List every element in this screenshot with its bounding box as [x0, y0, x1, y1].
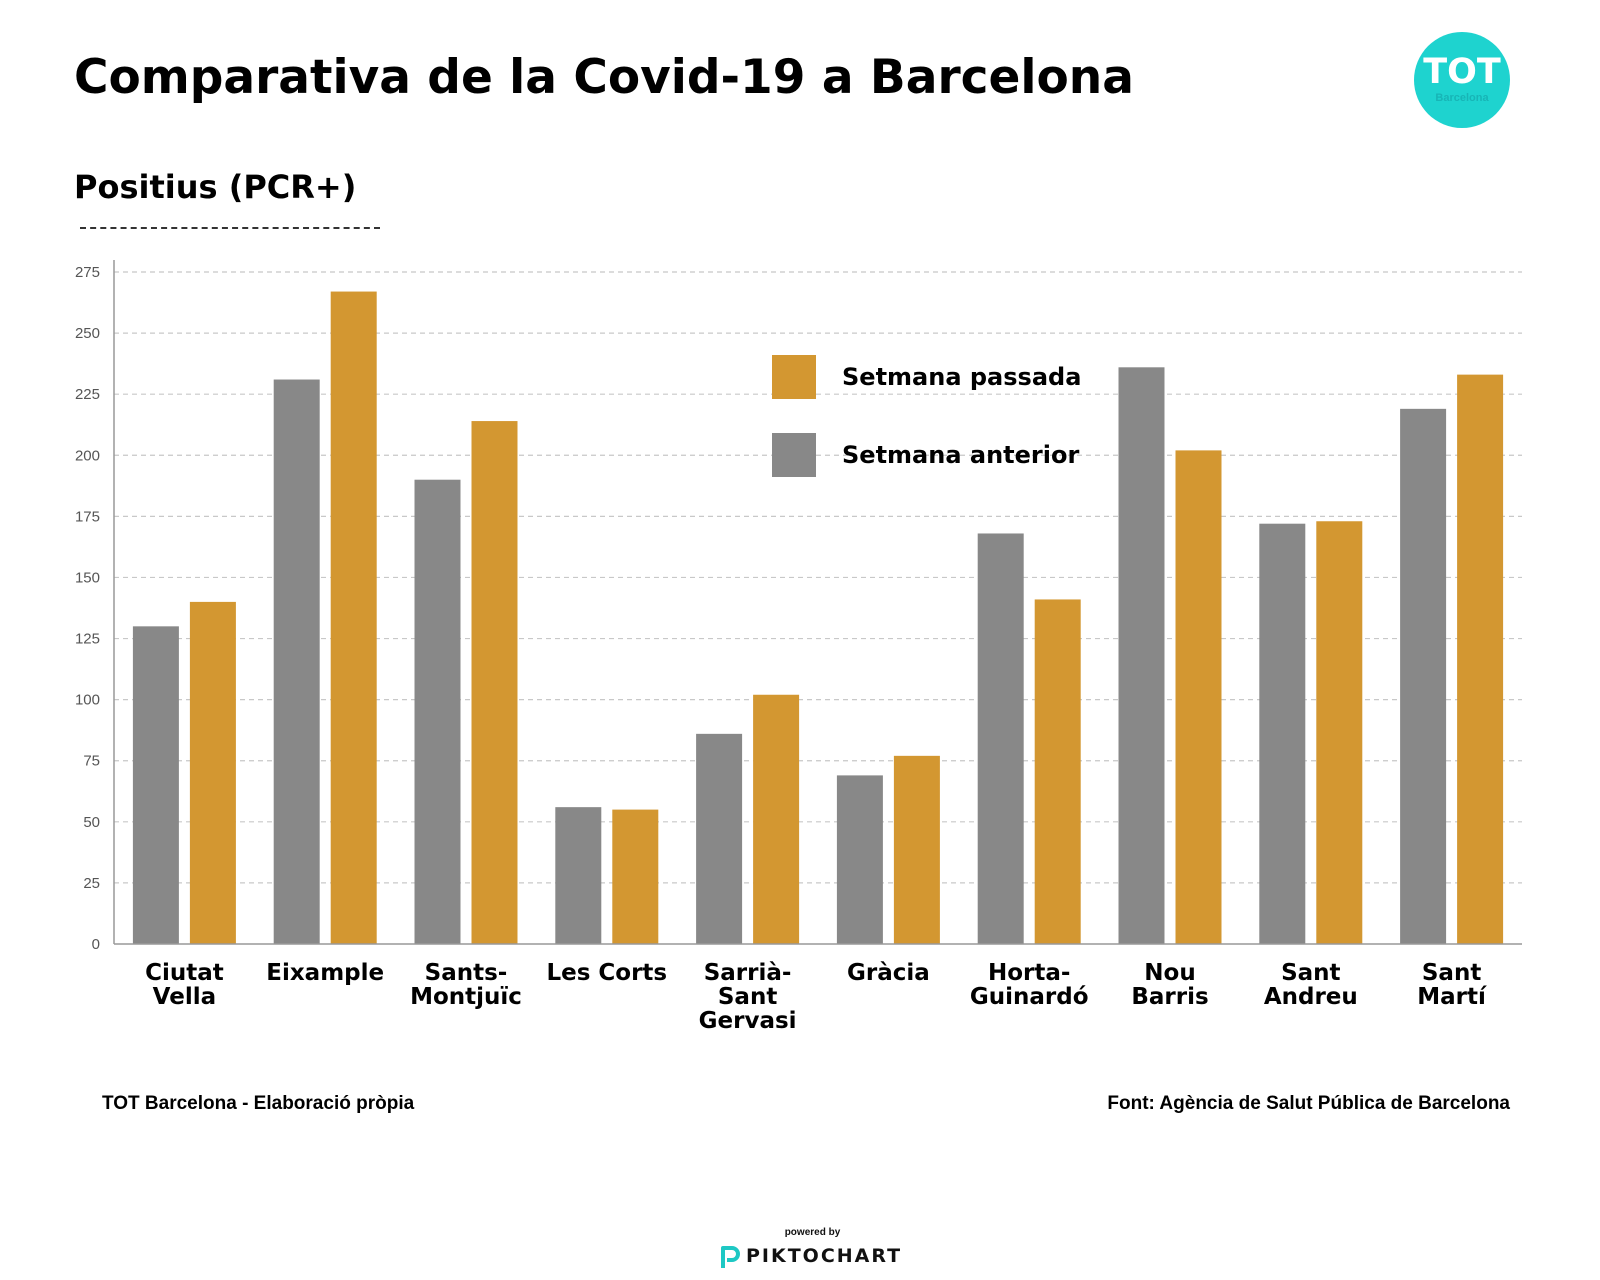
- x-tick-label-line: Sant: [1422, 960, 1481, 986]
- x-tick-label-line: Vella: [153, 984, 216, 1010]
- y-tick-label: 100: [75, 692, 100, 709]
- bar: [1316, 521, 1363, 944]
- x-tick-label-line: Sarrià-: [704, 960, 792, 986]
- axes: [113, 260, 1522, 945]
- bar: [471, 421, 518, 944]
- x-tick-label: Sant Martí: [1417, 960, 1487, 1010]
- y-tick-label: 125: [75, 631, 100, 648]
- x-tick-label: Eixample: [266, 960, 384, 986]
- bar-chart: 0 25 50 75 100 125 150 175 200 225 250 275 Ciutat Ve…: [75, 260, 1522, 1034]
- legend: Setmana passada Setmana anterior: [772, 355, 1081, 477]
- bar: [1118, 367, 1165, 944]
- y-tick-label: 225: [75, 386, 100, 403]
- x-tick-label: Gràcia: [847, 960, 930, 986]
- title-underline: [80, 227, 380, 229]
- y-tick-label: 75: [83, 753, 100, 770]
- x-tick-label-line: Ciutat: [145, 960, 224, 986]
- legend-label: Setmana anterior: [842, 441, 1079, 469]
- bar: [612, 809, 659, 944]
- bar: [1175, 450, 1222, 944]
- page-title: Comparativa de la Covid-19 a Barcelona: [74, 50, 1134, 105]
- footer-source: Font: Agència de Salut Pública de Barcel…: [1107, 1093, 1510, 1114]
- x-tick-label-line: Gràcia: [847, 960, 930, 986]
- x-tick-label: Sarrià-Sant Gervasi: [699, 960, 797, 1034]
- x-tick-label-line: Horta-: [988, 960, 1070, 986]
- x-tick-label-line: Gervasi: [699, 1008, 797, 1034]
- piktochart-brand[interactable]: PIKTOCHART: [746, 1245, 903, 1267]
- x-tick-label-line: Guinardó: [970, 984, 1089, 1010]
- bar: [893, 755, 940, 944]
- legend-label: Setmana passada: [842, 363, 1081, 391]
- x-tick-label: Ciutat Vella: [145, 960, 224, 1010]
- bar: [273, 379, 320, 944]
- y-tick-label: 250: [75, 325, 100, 342]
- x-tick-label-line: Sants-: [425, 960, 508, 986]
- x-tick-label-line: Sant: [718, 984, 777, 1010]
- y-tick-label: 175: [75, 508, 100, 525]
- y-tick-labels: 0 25 50 75 100 125 150 175 200 225 250 275: [75, 264, 100, 953]
- footer-credit: TOT Barcelona - Elaboració pròpia: [102, 1093, 415, 1114]
- bar: [1259, 523, 1306, 944]
- x-tick-label-line: Barris: [1131, 984, 1208, 1010]
- y-tick-label: 275: [75, 264, 100, 281]
- x-tick-label: Horta-Guinardó: [970, 960, 1089, 1010]
- legend-swatch: [772, 433, 816, 477]
- y-tick-label: 50: [83, 814, 100, 831]
- x-tick-labels: Ciutat Vella Eixample Sants-Montjuïc Les Cor…: [145, 960, 1487, 1034]
- logo-sub-text: Barcelona: [1435, 92, 1489, 104]
- x-tick-label-line: Andreu: [1264, 984, 1358, 1010]
- bar: [1457, 374, 1504, 945]
- grid-lines: [114, 271, 1522, 884]
- chart-title: Positius (PCR+): [74, 168, 357, 206]
- logo-main-text: TOT: [1423, 52, 1501, 92]
- x-tick-label-line: Nou: [1144, 960, 1195, 986]
- y-tick-label: 150: [75, 569, 100, 586]
- bar: [696, 733, 743, 944]
- x-tick-label-line: Sant: [1281, 960, 1340, 986]
- x-tick-label: Nou Barris: [1131, 960, 1208, 1010]
- x-tick-label: Sant Andreu: [1264, 960, 1358, 1010]
- bar: [555, 807, 602, 944]
- x-tick-label-line: Montjuïc: [410, 984, 522, 1010]
- bar: [1400, 408, 1447, 944]
- y-tick-label: 0: [92, 936, 100, 953]
- powered-by-label: powered by: [784, 1227, 841, 1238]
- legend-swatch: [772, 355, 816, 399]
- x-tick-label-line: Martí: [1417, 984, 1487, 1010]
- bar: [189, 601, 236, 944]
- piktochart-p-icon: [721, 1246, 740, 1268]
- x-tick-label: Sants-Montjuïc: [410, 960, 522, 1010]
- bar: [330, 291, 377, 945]
- y-tick-label: 200: [75, 447, 100, 464]
- bars: [132, 291, 1504, 945]
- x-tick-label-line: Les Corts: [546, 960, 667, 986]
- y-tick-label: 25: [83, 875, 100, 892]
- tot-barcelona-logo: TOT Barcelona: [1414, 32, 1510, 128]
- bar: [414, 479, 461, 944]
- bar: [977, 533, 1024, 944]
- bar: [836, 775, 883, 944]
- bar: [132, 626, 179, 944]
- bar: [1034, 599, 1081, 944]
- bar: [753, 694, 800, 944]
- x-tick-label-line: Eixample: [266, 960, 384, 986]
- x-tick-label: Les Corts: [546, 960, 667, 986]
